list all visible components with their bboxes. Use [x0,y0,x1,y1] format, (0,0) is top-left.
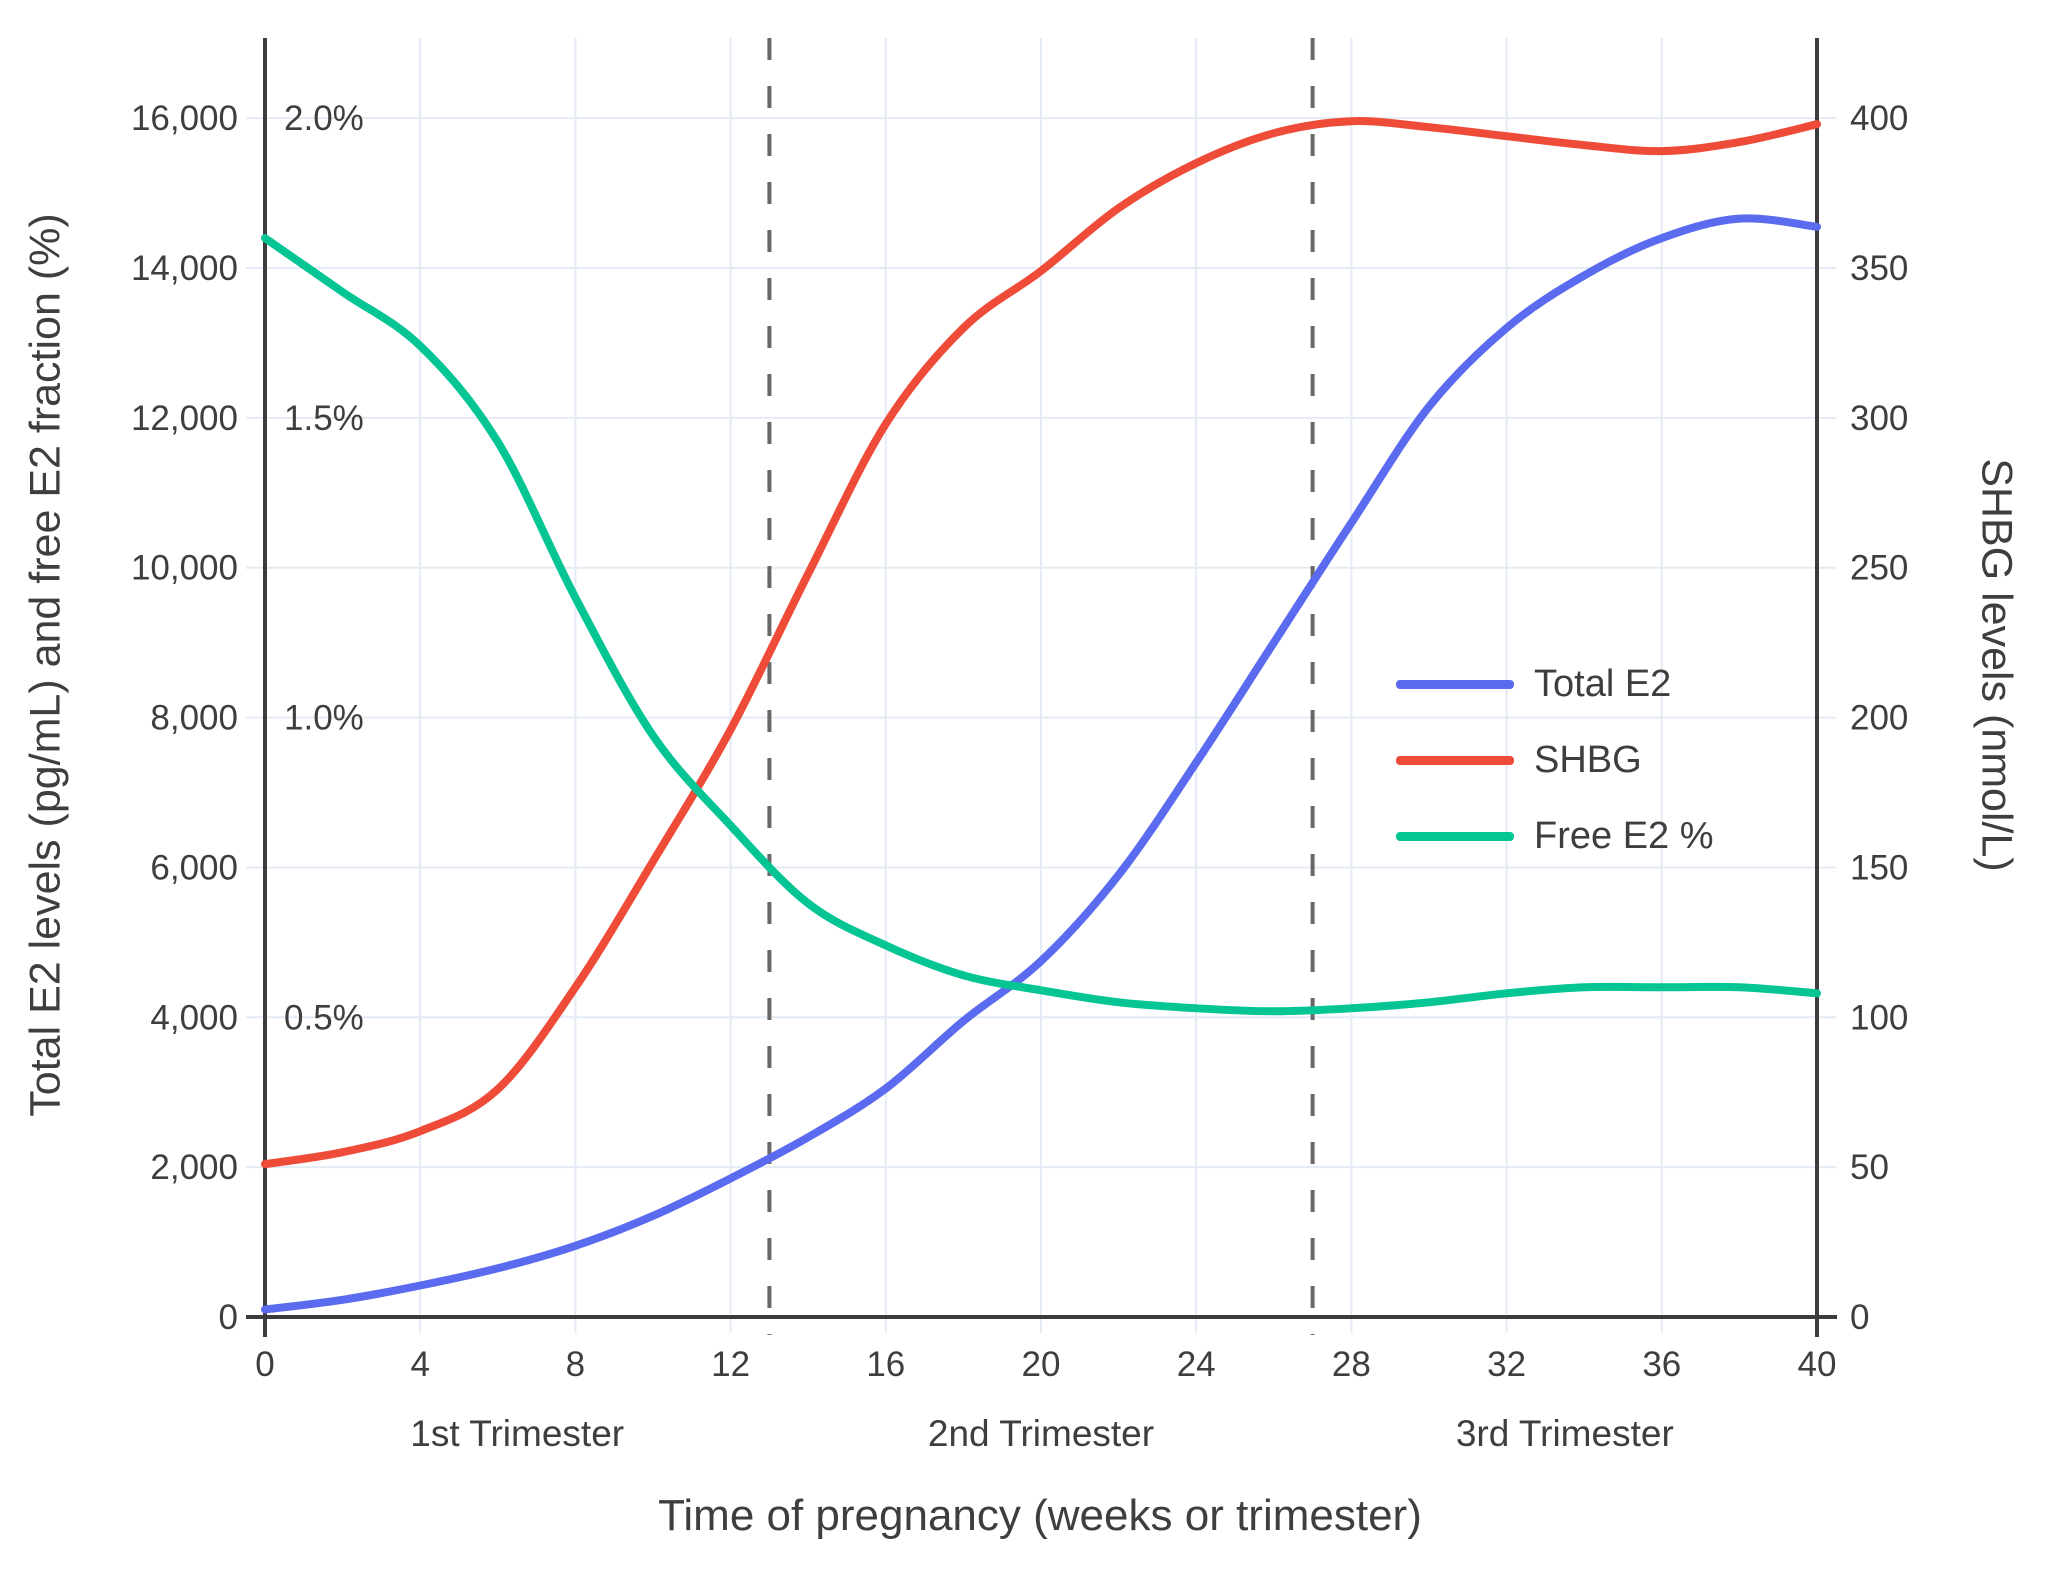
x-axis-tick-label: 24 [1177,1345,1216,1384]
x-axis-tick-label: 20 [1022,1345,1061,1384]
y-axis-right-tick-label: 300 [1850,399,1908,438]
x-axis-tick-label: 40 [1798,1345,1837,1384]
series-line-shbg [261,117,1821,1169]
percent-axis-label: 2.0% [284,99,364,138]
trimester-label-2nd-trimester: 2nd Trimester [928,1413,1154,1454]
legend-swatch-icon [1396,679,1514,689]
legend-label: SHBG [1534,738,1642,781]
percent-axis-label: 1.0% [284,699,364,738]
x-axis-tick-label: 32 [1487,1345,1526,1384]
y-axis-left-tick-label: 12,000 [131,399,238,438]
y-axis-left-tick-label: 16,000 [131,99,238,138]
series-line-free-e2- [261,234,1821,1016]
y-axis-left-tick-label: 14,000 [131,249,238,288]
y-axis-right-tick-label: 50 [1850,1148,1889,1187]
y-axis-left-tick-label: 8,000 [150,699,238,738]
percent-axis-label: 1.5% [284,399,364,438]
x-axis-tick-label: 28 [1332,1345,1371,1384]
y-axis-left-tick-label: 6,000 [150,848,238,887]
y-axis-right-tick-label: 400 [1850,99,1908,138]
trimester-label-1st-trimester: 1st Trimester [410,1413,624,1454]
legend-swatch-icon [1396,831,1514,841]
x-axis-tick-label: 36 [1642,1345,1681,1384]
x-axis-tick-label: 8 [566,1345,585,1384]
x-axis-tick-label: 16 [866,1345,905,1384]
y-axis-title-right: SHBG levels (nmol/L) [1972,458,2021,872]
legend-item-free-e2-[interactable]: Free E2 % [1396,812,1714,860]
y-axis-right-tick-label: 0 [1850,1298,1869,1337]
x-axis-tick-label: 0 [255,1345,274,1384]
percent-axis-label: 0.5% [284,998,364,1037]
legend-item-shbg[interactable]: SHBG [1396,736,1714,784]
y-axis-right-tick-label: 200 [1850,699,1908,738]
y-axis-right-tick-label: 350 [1850,249,1908,288]
legend: Total E2 SHBG Free E2 % [1396,660,1714,860]
legend-swatch-icon [1396,755,1514,765]
y-axis-right-tick-label: 250 [1850,549,1908,588]
trimester-label-3rd-trimester: 3rd Trimester [1456,1413,1674,1454]
y-axis-left-tick-label: 0 [219,1298,238,1337]
y-axis-title-left: Total E2 levels (pg/mL) and free E2 frac… [21,213,70,1117]
y-axis-right-tick-label: 100 [1850,998,1908,1037]
legend-label: Free E2 % [1534,814,1714,857]
x-axis-tick-label: 4 [410,1345,429,1384]
y-axis-left-tick-label: 10,000 [131,549,238,588]
legend-label: Total E2 [1534,662,1672,705]
legend-item-total-e2[interactable]: Total E2 [1396,660,1714,708]
y-axis-left-tick-label: 4,000 [150,998,238,1037]
x-axis-tick-label: 12 [711,1345,750,1384]
y-axis-right-tick-label: 150 [1850,848,1908,887]
series-line-total-e2 [261,214,1821,1314]
x-axis-title: Time of pregnancy (weeks or trimester) [658,1491,1422,1540]
y-axis-left-tick-label: 2,000 [150,1148,238,1187]
